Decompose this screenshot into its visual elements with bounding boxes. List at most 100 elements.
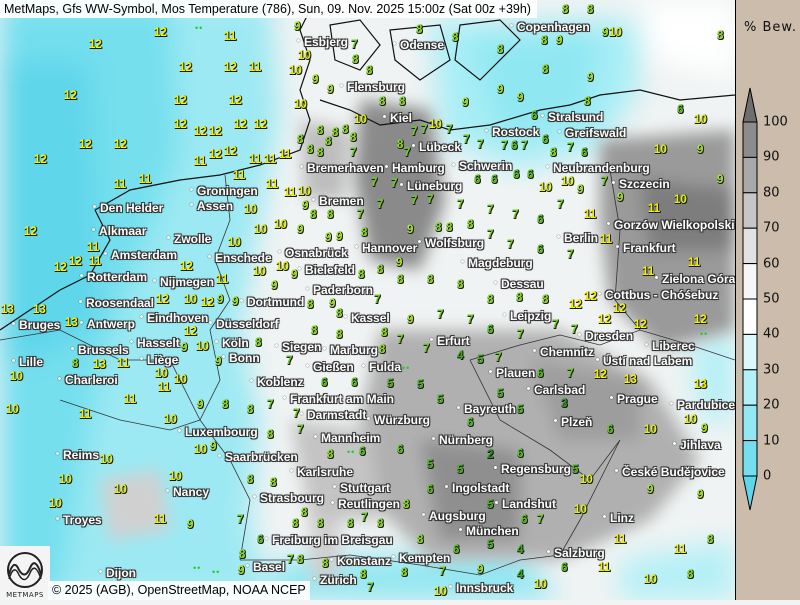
temperature-label: 10 [298, 50, 311, 62]
city-label: Nancy [166, 485, 209, 499]
temperature-label: 10 [274, 219, 287, 231]
temperature-label: 8 [381, 327, 388, 339]
city-name: Frankfurt am Main [290, 392, 395, 406]
city-dot-icon [290, 469, 293, 472]
city-label: Nijmegen [153, 275, 214, 289]
temperature-label: 11 [249, 154, 262, 166]
temperature-label: 8 [446, 222, 453, 234]
temperature-label: 8 [301, 507, 308, 519]
temperature-label: 13 [65, 317, 78, 329]
city-label: Bremen [312, 194, 364, 208]
temperature-label: 13 [694, 379, 707, 391]
city-name: Paderborn [313, 283, 374, 297]
city-label: Eindhoven [140, 311, 208, 325]
temperature-label: 8 [327, 449, 334, 461]
weather-map[interactable]: Copenhagen Esbjerg Odense Flensburg Kiel Lübe… [0, 0, 735, 600]
temperature-label: 12 [694, 314, 707, 326]
city-label: Zwolle [167, 232, 211, 246]
city-label: Mannheim [314, 431, 380, 445]
temperature-label: 6 [359, 446, 366, 458]
temperature-label: 8 [325, 136, 332, 148]
temperature-label: 10 [580, 474, 593, 486]
city-name: Lüneburg [407, 179, 463, 193]
temperature-label: 9 [271, 280, 278, 292]
temperature-label: 8 [247, 404, 254, 416]
city-name: Gießen [313, 360, 354, 374]
city-label: Reims [56, 448, 99, 462]
city-label: Gorzów Wielkopolski [607, 218, 735, 232]
city-label: Carlsbad [527, 383, 585, 397]
temperature-label: 6 [517, 448, 524, 460]
city-name: Plauen [496, 366, 536, 380]
city-dot-icon [80, 274, 83, 277]
temperature-label: 10 [174, 374, 187, 386]
temperature-label: 6 [321, 377, 328, 389]
legend-swatch [742, 298, 758, 335]
temperature-label: 7 [397, 334, 404, 346]
legend-swatch [742, 263, 758, 300]
city-name: Flensburg [347, 80, 406, 94]
temperature-label: 8 [587, 4, 594, 16]
temperature-label: 8 [366, 65, 373, 77]
temperature-label: 9 [187, 519, 194, 531]
city-name: Troyes [63, 513, 102, 527]
city-dot-icon [495, 501, 498, 504]
city-label: Bremerhaven [300, 161, 384, 175]
temperature-label: 12 [201, 297, 214, 309]
temperature-label: 6 [491, 174, 498, 186]
temperature-label: 11 [642, 266, 655, 278]
city-name: Odense [400, 38, 445, 52]
city-dot-icon [314, 435, 317, 438]
temperature-label: 9 [312, 74, 319, 86]
city-name: Copenhagen [517, 20, 590, 34]
temperature-label: 7 [371, 177, 378, 189]
city-dot-icon [130, 340, 133, 343]
temperature-label: 10 [100, 454, 113, 466]
legend-tick-label: 70 [763, 220, 780, 236]
city-name: Rostock [492, 125, 540, 139]
city-dot-icon [362, 364, 365, 367]
temperature-label: 7 [495, 352, 502, 364]
city-name: Eindhoven [147, 311, 209, 325]
temperature-label: 8 [467, 219, 474, 231]
temperature-label: 7 [501, 140, 508, 152]
city-dot-icon [250, 379, 253, 382]
city-dot-icon [275, 344, 278, 347]
temperature-label: 5 [427, 459, 434, 471]
city-label: České Budějovice [615, 465, 725, 479]
city-label: Zürich [313, 573, 357, 587]
city-name: Frankfurt [623, 241, 676, 255]
temperature-label: 8 [550, 147, 557, 159]
city-label: Basel [246, 560, 285, 574]
city-dot-icon [278, 250, 281, 253]
city-dot-icon [178, 429, 181, 432]
city-label: Antwerp [80, 317, 135, 331]
legend-tick-label: 10 [763, 433, 780, 449]
city-dot-icon [355, 245, 358, 248]
temperature-label: 8 [255, 337, 262, 349]
legend-tick-label: 0 [763, 468, 772, 484]
legend-tick-label: 50 [763, 291, 780, 307]
temperature-label: 9 [617, 192, 624, 204]
city-label: Siegen [275, 340, 321, 354]
city-label: Berlin [557, 231, 598, 245]
temperature-label: 9 [297, 224, 304, 236]
city-label: Neubrandenburg [546, 161, 650, 175]
temperature-label: 5 [457, 464, 464, 476]
temperature-label: 9 [701, 423, 708, 435]
city-label: Salzburg [547, 546, 605, 560]
legend-swatch [742, 121, 758, 158]
temperature-label: 11 [224, 31, 237, 43]
city-dot-icon [283, 396, 286, 399]
city-dot-icon [140, 357, 143, 360]
city-label: Kassel [344, 311, 390, 325]
temperature-label: 8 [350, 132, 357, 144]
temperature-label: 12 [613, 303, 626, 315]
temperature-label: 8 [377, 518, 384, 530]
temperature-label: 9 [697, 144, 704, 156]
temperature-label: 6 [537, 368, 544, 380]
temperature-label: 6 [427, 484, 434, 496]
temperature-label: 9 [462, 97, 469, 109]
city-dot-icon [79, 300, 82, 303]
coastlines [0, 0, 735, 331]
